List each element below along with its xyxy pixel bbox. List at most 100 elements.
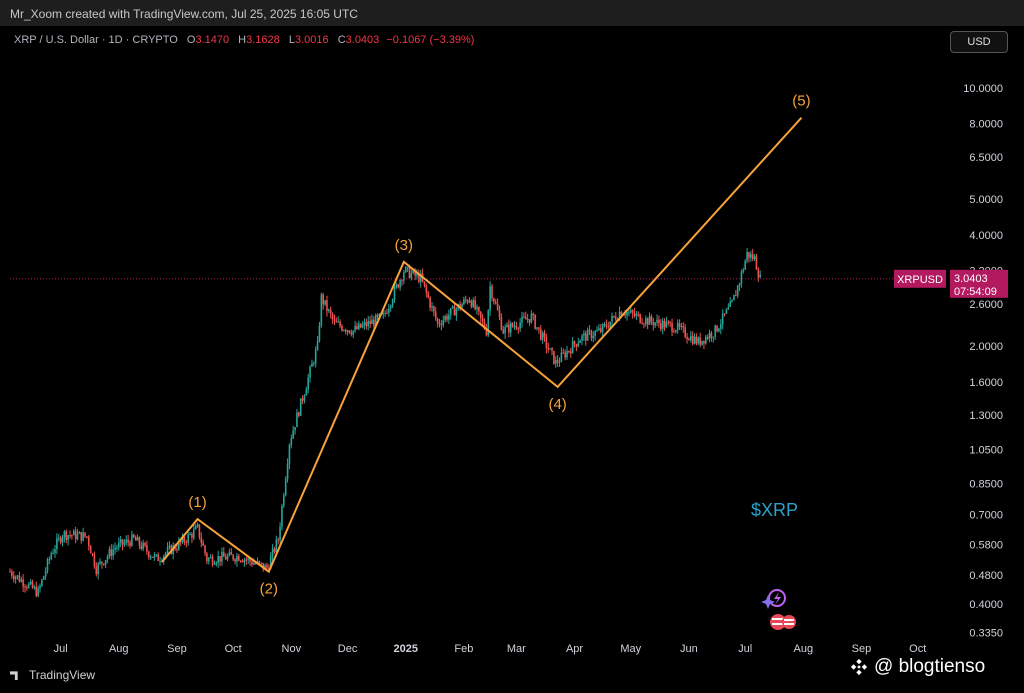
candle-body — [656, 319, 658, 323]
y-tick-label: 0.8500 — [969, 478, 1003, 490]
candle-body — [594, 331, 596, 337]
candle-body — [564, 352, 566, 358]
candle-body — [125, 539, 128, 543]
candle-body — [386, 312, 388, 314]
candle-body — [500, 316, 503, 330]
y-tick-label: 2.0000 — [969, 341, 1003, 353]
x-tick-label: May — [620, 643, 641, 655]
candle-body — [101, 561, 103, 564]
candle-body — [628, 312, 630, 314]
candle-body — [440, 324, 443, 326]
candle-body — [669, 321, 671, 324]
candle-body — [213, 564, 216, 566]
candle-body — [605, 324, 608, 327]
x-tick-label: Nov — [282, 643, 302, 655]
candle-body — [281, 505, 283, 527]
candle-body — [264, 565, 266, 570]
candle-body — [515, 325, 518, 329]
candle-body — [35, 586, 38, 596]
candle-body — [663, 320, 666, 328]
candle-body — [123, 542, 126, 545]
candle-body — [494, 301, 497, 304]
candle-body — [211, 556, 214, 565]
candle-body — [609, 321, 611, 328]
candle-body — [556, 359, 559, 363]
candle-body — [541, 332, 544, 340]
candle-body — [667, 321, 670, 323]
candle-body — [305, 389, 308, 396]
candle-body — [569, 351, 572, 354]
candle-body — [283, 495, 285, 506]
candle-body — [356, 326, 358, 329]
candle-body — [384, 312, 386, 314]
candle-body — [84, 532, 86, 537]
candle-body — [448, 314, 450, 320]
candle-body — [427, 292, 430, 298]
candle-body — [721, 313, 724, 325]
candle-body — [491, 286, 493, 299]
x-tick-label: Jul — [738, 643, 752, 655]
candle-body — [498, 310, 501, 317]
candle-body — [177, 541, 180, 550]
candle-body — [31, 581, 34, 588]
candle-body — [313, 363, 315, 365]
candle-body — [493, 298, 495, 302]
candle-body — [367, 320, 370, 327]
candle-body — [481, 317, 484, 322]
candle-body — [136, 537, 139, 541]
candle-body — [352, 330, 355, 335]
tradingview-logo[interactable]: TradingView — [10, 668, 95, 682]
symbol-legend: XRP / U.S. Dollar · 1D · CRYPTO O3.1470 … — [14, 34, 474, 46]
candle-body — [571, 341, 574, 354]
candle-body — [279, 526, 281, 541]
candle-body — [254, 563, 257, 565]
candle-body — [661, 320, 664, 330]
x-tick-label: Apr — [566, 643, 583, 655]
candle-body — [183, 536, 186, 543]
candle-body — [239, 560, 242, 562]
candle-body — [179, 541, 182, 543]
candle-body — [742, 269, 745, 272]
candle-body — [678, 322, 681, 327]
candle-body — [251, 561, 253, 565]
candle-body — [644, 318, 647, 324]
event-icons[interactable] — [761, 589, 796, 630]
candle-body — [230, 551, 233, 555]
candle-body — [95, 566, 98, 575]
candle-body — [97, 563, 99, 575]
y-tick-label: 1.6000 — [969, 377, 1003, 389]
candle-body — [652, 321, 655, 326]
candle-body — [303, 395, 306, 401]
candle-body — [112, 549, 114, 556]
candle-body — [750, 254, 752, 258]
candle-body — [76, 533, 79, 540]
candle-body — [24, 586, 26, 588]
candle-body — [706, 336, 709, 339]
candle-body — [78, 532, 81, 534]
candle-body — [202, 542, 204, 546]
candle-body — [258, 561, 261, 563]
y-tick-label: 1.0500 — [969, 444, 1003, 456]
candle-body — [82, 532, 84, 541]
candle-body — [455, 308, 458, 316]
candle-body — [44, 571, 47, 577]
candle-body — [635, 314, 638, 316]
candle-body — [624, 314, 626, 316]
candle-body — [614, 316, 617, 320]
candle-body — [451, 306, 454, 309]
y-tick-label: 5.0000 — [969, 194, 1003, 206]
candle-body — [157, 554, 159, 561]
candle-body — [637, 314, 640, 316]
candle-body — [358, 323, 360, 329]
candle-body — [735, 295, 737, 297]
currency-button[interactable]: USD — [950, 31, 1008, 53]
candle-body — [16, 575, 19, 577]
candle-body — [476, 307, 478, 310]
candle-body — [759, 274, 762, 278]
candle-body — [307, 377, 310, 390]
x-tick-label: Sep — [167, 643, 187, 655]
high-value: 3.1628 — [246, 34, 280, 46]
candle-body — [217, 556, 219, 563]
candle-body — [219, 556, 221, 562]
